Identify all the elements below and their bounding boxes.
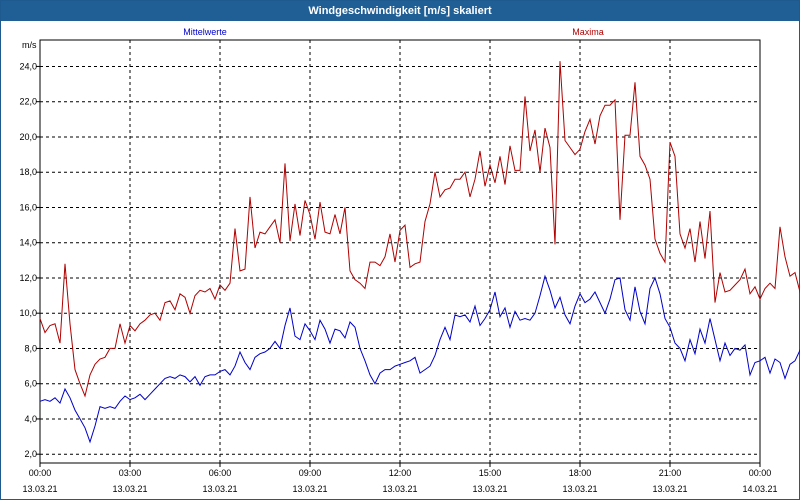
- x-tick-time: 09:00: [299, 468, 322, 478]
- x-tick-time: 15:00: [479, 468, 502, 478]
- x-tick-time: 03:00: [119, 468, 142, 478]
- series-line-mittelwerte: [39, 274, 800, 444]
- x-tick-date: 13.03.21: [562, 484, 597, 494]
- x-tick-time: 12:00: [389, 468, 412, 478]
- y-axis-label: m/s: [22, 40, 37, 50]
- y-tick-label: 14,0: [19, 238, 37, 248]
- series-lines: [39, 61, 800, 444]
- x-tick-date: 13.03.21: [202, 484, 237, 494]
- grid-lines: [40, 40, 760, 463]
- y-axis: 2,0 4,0 6,0 8,0 10,0 12,0 14,0 16,0 18,0 20,0 22,0…: [19, 61, 40, 459]
- y-tick-label: 4,0: [24, 414, 37, 424]
- y-tick-label: 22,0: [19, 97, 37, 107]
- window-title: Windgeschwindigkeit [m/s] skaliert: [1, 1, 799, 21]
- y-tick-label: 10,0: [19, 308, 37, 318]
- legend-maxima: Maxima: [572, 27, 604, 37]
- x-tick-time: 18:00: [569, 468, 592, 478]
- y-tick-label: 8,0: [24, 343, 37, 353]
- legend-mittelwerte: Mittelwerte: [183, 27, 227, 37]
- x-tick-date: 13.03.21: [382, 484, 417, 494]
- y-tick-label: 12,0: [19, 273, 37, 283]
- y-tick-label: 24,0: [19, 61, 37, 71]
- x-tick-date: 13.03.21: [112, 484, 147, 494]
- x-axis: 00:00 13.03.21 03:00 13.03.21 06:00 13.03.21 0…: [22, 463, 778, 494]
- x-tick-time: 00:00: [29, 468, 52, 478]
- y-tick-label: 2,0: [24, 449, 37, 459]
- x-tick-date: 13.03.21: [472, 484, 507, 494]
- y-tick-label: 16,0: [19, 202, 37, 212]
- x-tick-date: 14.03.21: [742, 484, 777, 494]
- x-tick-date: 13.03.21: [22, 484, 57, 494]
- x-tick-time: 06:00: [209, 468, 232, 478]
- y-tick-label: 6,0: [24, 379, 37, 389]
- series-line-maxima: [39, 61, 800, 398]
- x-tick-date: 13.03.21: [292, 484, 327, 494]
- x-tick-date: 13.03.21: [652, 484, 687, 494]
- x-tick-time: 00:00: [749, 468, 772, 478]
- y-tick-label: 20,0: [19, 132, 37, 142]
- x-tick-time: 21:00: [659, 468, 682, 478]
- y-tick-label: 18,0: [19, 167, 37, 177]
